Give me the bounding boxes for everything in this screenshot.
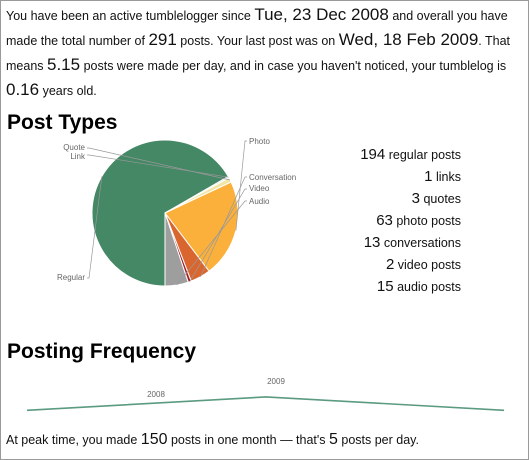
pie-label-video: Video — [249, 184, 270, 193]
pie-leader-line — [189, 188, 247, 282]
stat-count: 13 — [363, 234, 381, 251]
pie-leader-line — [235, 140, 247, 231]
pie-label-conversation: Conversation — [249, 173, 296, 182]
pie-label-audio: Audio — [249, 197, 270, 206]
pie-leader-line — [87, 176, 103, 279]
post-types-heading: Post Types — [7, 111, 118, 134]
last-post-date: Wed, 18 Feb 2009 — [338, 30, 479, 49]
peak-text: posts per day. — [337, 433, 419, 447]
stat-count: 194 — [360, 146, 386, 163]
pie-label-link: Link — [70, 152, 86, 161]
peak-monthly-count: 150 — [140, 431, 168, 448]
stat-count: 15 — [376, 278, 394, 295]
pie-label-photo: Photo — [249, 137, 270, 146]
pie-label-quote: Quote — [63, 143, 85, 152]
posts-per-day: 5.15 — [47, 55, 81, 74]
intro-text: and overall you have made the total numb… — [6, 9, 508, 48]
intro-text: posts. Your last post was on — [176, 34, 339, 48]
stat-row: 2 video posts — [360, 254, 461, 276]
intro-paragraph: You have been an active tumblelogger sin… — [6, 3, 526, 103]
since-date: Tue, 23 Dec 2008 — [254, 5, 389, 24]
stat-label: audio posts — [397, 280, 461, 294]
pie-leader-line — [200, 176, 247, 277]
posting-frequency-heading: Posting Frequency — [7, 340, 197, 363]
pie-leader-line — [176, 200, 247, 286]
stat-count: 1 — [424, 168, 433, 185]
peak-text: posts in one month — that's — [167, 433, 329, 447]
frequency-year-label: 2008 — [147, 390, 165, 399]
stat-row: 15 audio posts — [360, 276, 461, 298]
stat-count: 3 — [411, 190, 420, 207]
stat-label: regular posts — [388, 148, 461, 162]
pie-label-regular: Regular — [57, 273, 85, 282]
stat-row: 194 regular posts — [360, 144, 461, 166]
peak-summary: At peak time, you made 150 posts in one … — [6, 430, 419, 450]
stat-row: 3 quotes — [360, 188, 461, 210]
post-types-pie-chart: Regular Link Quote Photo Conversation Video Au… — [41, 129, 321, 296]
intro-text: years old. — [39, 84, 97, 98]
peak-text: At peak time, you made — [6, 433, 141, 447]
tumblelog-age: 0.16 — [6, 80, 40, 99]
stat-label: conversations — [383, 236, 461, 250]
intro-text: You have been an active tumblelogger sin… — [6, 9, 255, 23]
pie-slice-audio — [164, 212, 189, 287]
pie-leader-line — [87, 154, 229, 178]
stat-row: 1 links — [360, 166, 461, 188]
posting-frequency-chart: 2008 2009 — [1, 371, 528, 431]
stat-label: video posts — [397, 258, 461, 272]
stat-count: 2 — [385, 256, 395, 273]
stat-label: photo posts — [396, 214, 461, 228]
post-type-stats: 194 regular posts 1 links 3 quotes 63 ph… — [360, 144, 461, 298]
stat-count: 63 — [376, 212, 393, 229]
peak-daily-count: 5 — [329, 431, 338, 448]
total-posts: 291 — [148, 30, 177, 49]
intro-text: posts were made per day, and in case you… — [80, 59, 507, 73]
intro-text: . That means — [6, 34, 511, 73]
stat-row: 63 photo posts — [360, 210, 461, 232]
frequency-svg: 2008 2009 — [26, 377, 505, 412]
pie-leader-line — [87, 147, 231, 181]
frequency-year-label: 2009 — [267, 377, 285, 386]
frequency-line — [26, 396, 505, 412]
stat-row: 13 conversations — [360, 232, 461, 254]
stat-label: links — [435, 170, 461, 184]
stat-label: quotes — [423, 192, 461, 206]
